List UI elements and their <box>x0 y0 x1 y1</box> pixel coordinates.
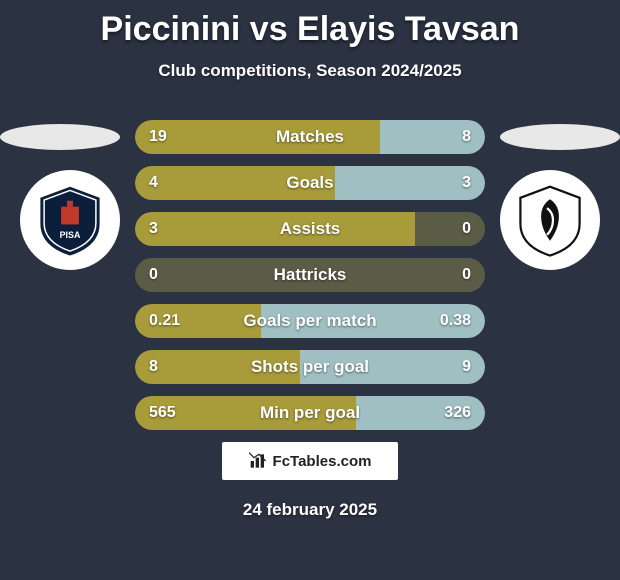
stat-label: Goals <box>135 166 485 200</box>
stat-label: Hattricks <box>135 258 485 292</box>
stats-bars-container: 198Matches 43Goals 30Assists 00Hattricks 0.2… <box>135 120 485 442</box>
stat-row: 43Goals <box>135 166 485 200</box>
pisa-crest-icon: PISA <box>33 183 107 257</box>
page-title: Piccinini vs Elayis Tavsan <box>0 0 620 49</box>
stat-row: 30Assists <box>135 212 485 246</box>
left-team-badge: PISA <box>20 170 120 270</box>
stat-label: Matches <box>135 120 485 154</box>
stat-label: Shots per goal <box>135 350 485 384</box>
logo-text: FcTables.com <box>273 453 372 470</box>
stat-label: Assists <box>135 212 485 246</box>
stat-row: 198Matches <box>135 120 485 154</box>
stat-row: 565326Min per goal <box>135 396 485 430</box>
right-team-badge <box>500 170 600 270</box>
left-ellipse-decor <box>0 124 120 150</box>
stat-label: Goals per match <box>135 304 485 338</box>
stat-label: Min per goal <box>135 396 485 430</box>
cesena-crest-icon <box>513 183 587 257</box>
right-ellipse-decor <box>500 124 620 150</box>
stat-row: 00Hattricks <box>135 258 485 292</box>
stat-row: 0.210.38Goals per match <box>135 304 485 338</box>
svg-text:PISA: PISA <box>60 230 81 240</box>
date-text: 24 february 2025 <box>0 500 620 520</box>
stat-row: 89Shots per goal <box>135 350 485 384</box>
fctables-logo: FcTables.com <box>222 442 398 480</box>
bar-chart-icon <box>249 452 269 470</box>
subtitle: Club competitions, Season 2024/2025 <box>0 61 620 81</box>
